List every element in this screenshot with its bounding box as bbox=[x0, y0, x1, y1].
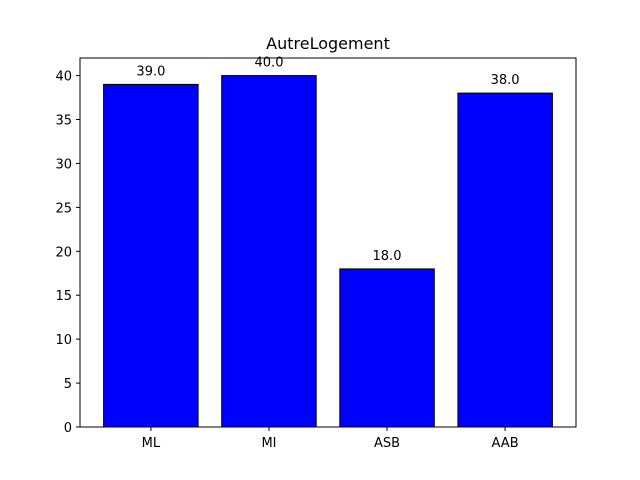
y-tick-label: 20 bbox=[55, 245, 72, 260]
data-label-mi: 40.0 bbox=[255, 56, 284, 71]
x-tick-label-asb: ASB bbox=[374, 436, 400, 451]
y-axis: 0 5 10 15 20 25 30 35 40 bbox=[55, 70, 80, 436]
y-tick-label: 30 bbox=[55, 157, 72, 172]
plot-frame bbox=[79, 57, 577, 428]
x-axis: ML MI ASB AAB bbox=[142, 427, 519, 451]
y-tick-label: 10 bbox=[55, 333, 72, 348]
bar-aab bbox=[457, 92, 553, 428]
x-tick-label-aab: AAB bbox=[492, 436, 519, 451]
y-tick-label: 40 bbox=[55, 70, 72, 85]
y-tick-label: 0 bbox=[64, 421, 72, 436]
x-tick-label-ml: ML bbox=[142, 436, 161, 451]
y-tick-label: 5 bbox=[64, 377, 72, 392]
data-label-asb: 18.0 bbox=[373, 249, 402, 264]
data-label-aab: 38.0 bbox=[491, 73, 520, 88]
bar-mi bbox=[221, 75, 317, 428]
y-tick-label: 25 bbox=[55, 201, 72, 216]
bar-ml bbox=[103, 83, 199, 428]
chart-title: AutreLogement bbox=[266, 34, 390, 53]
bar-asb bbox=[339, 268, 435, 428]
data-label-ml: 39.0 bbox=[136, 64, 165, 79]
y-tick-label: 15 bbox=[55, 289, 72, 304]
x-tick-label-mi: MI bbox=[261, 436, 276, 451]
y-tick-label: 35 bbox=[55, 114, 72, 129]
data-labels-group: 39.0 40.0 18.0 38.0 bbox=[136, 56, 519, 264]
bars-group bbox=[103, 75, 553, 428]
